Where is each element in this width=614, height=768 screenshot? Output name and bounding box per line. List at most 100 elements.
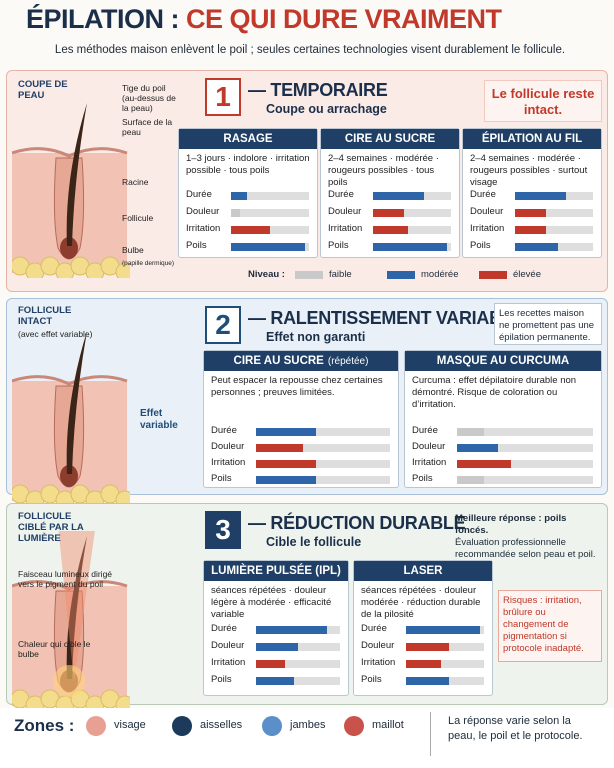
bar	[515, 243, 558, 251]
bar-track	[373, 226, 451, 234]
bar-track	[457, 444, 593, 452]
bar-track	[231, 192, 309, 200]
illustration-shape	[53, 665, 85, 697]
zone-dot	[86, 716, 106, 736]
method-name: CIRE AU SUCRE	[321, 129, 459, 149]
bar	[373, 192, 424, 200]
illustration-shape	[115, 262, 130, 278]
section-note: Les recettes maison ne promettent pas un…	[494, 303, 602, 345]
bar	[256, 476, 317, 484]
bar	[256, 677, 294, 685]
section-note: Meilleure réponse : poils foncés. Évaluat…	[452, 510, 604, 560]
bar-label: Poils	[361, 674, 382, 685]
bar	[406, 660, 442, 668]
method-card: CIRE AU SUCRE 2–4 semaines · modérée · ro…	[320, 128, 460, 258]
bar-label: Durée	[328, 189, 354, 200]
method-card: ÉPILATION AU FIL 2–4 semaines · modérée ·…	[462, 128, 602, 258]
zone-name: visage	[114, 719, 146, 731]
zones-note: La réponse varie selon la peau, le poil …	[448, 715, 583, 742]
method-name-text: LASER	[403, 565, 443, 577]
bar	[256, 643, 298, 651]
method-name-text: LUMIÈRE PULSÉE (IPL)	[211, 565, 341, 577]
bar-track	[457, 476, 593, 484]
zone-dot	[172, 716, 192, 736]
bar	[231, 226, 270, 234]
bar-label: Douleur	[328, 206, 362, 217]
zone-dot	[262, 716, 282, 736]
illustration-shape	[66, 103, 87, 246]
bar-track	[457, 428, 593, 436]
bar	[406, 677, 449, 685]
legend-text: faible	[329, 269, 352, 280]
zone-dot	[344, 716, 364, 736]
illustration-label: Racine	[122, 177, 149, 187]
method-name-text: ÉPILATION AU FIL	[481, 133, 583, 145]
bar-label: Poils	[328, 240, 349, 251]
bar	[256, 428, 317, 436]
method-name: ÉPILATION AU FIL	[463, 129, 601, 149]
bar-track	[457, 460, 593, 468]
bar-label: Durée	[211, 425, 237, 436]
bar-label: Irritation	[186, 223, 221, 234]
bar	[373, 243, 448, 251]
bar-label: Douleur	[211, 640, 245, 651]
illustration-shape	[60, 465, 78, 487]
bar	[515, 192, 566, 200]
legend-swatch	[479, 271, 507, 279]
section-subtitle: Coupe ou arrachage	[266, 102, 387, 116]
bar-label: Durée	[361, 623, 387, 634]
bar-track	[256, 460, 390, 468]
method-card: LASER séances répétées · douleur modérée …	[353, 560, 493, 696]
bar-track	[515, 226, 593, 234]
bar	[373, 226, 409, 234]
bar-label: Poils	[186, 240, 207, 251]
section-number: 2	[205, 306, 241, 344]
bar-track	[256, 476, 390, 484]
method-card: MASQUE AU CURCUMA Curcuma : effet dépilat…	[404, 350, 602, 488]
illustration-shape	[115, 695, 130, 711]
illustration-label: (avec effet variable)	[18, 329, 93, 339]
title: ÉPILATION : CE QUI DURE VRAIMENT	[26, 4, 606, 35]
bar-track	[256, 643, 340, 651]
method-description: 1–3 jours · indolore · irritation possib…	[186, 153, 310, 176]
bar-label: Durée	[470, 189, 496, 200]
bar-label: Poils	[470, 240, 491, 251]
illustration	[12, 103, 130, 278]
note-detail: Évaluation professionnelle recommandée s…	[455, 536, 596, 560]
bar-label: Irritation	[211, 457, 246, 468]
bar	[515, 226, 547, 234]
bar-label: Poils	[211, 473, 232, 484]
bar-track	[406, 660, 484, 668]
bar-label: Irritation	[328, 223, 363, 234]
method-qualifier: (répétée)	[327, 356, 369, 367]
bar	[256, 444, 303, 452]
section-title: — RALENTISSEMENT VARIABLE	[248, 308, 525, 328]
bar	[256, 626, 328, 634]
illustration-label: Chaleur qui cible le bulbe	[18, 639, 91, 659]
method-name-text: MASQUE AU CURCUMA	[436, 355, 570, 367]
note-text: Meilleure réponse : poils foncés.	[455, 513, 567, 536]
method-name: MASQUE AU CURCUMA	[405, 351, 601, 371]
bar-label: Durée	[186, 189, 212, 200]
method-name-text: CIRE AU SUCRE	[233, 355, 324, 367]
illustration-heading: FOLLICULE INTACT	[18, 305, 72, 327]
illustration-label: Bulbe	[122, 245, 144, 255]
bar	[406, 643, 449, 651]
bar	[515, 209, 547, 217]
method-description: Curcuma : effet dépilatoire durable non …	[412, 375, 577, 410]
method-name: RASAGE	[179, 129, 317, 149]
bar	[231, 243, 306, 251]
illustration-heading: COUPE DE PEAU	[18, 79, 68, 101]
bar-track	[373, 209, 451, 217]
note-text: Le follicule reste intact.	[491, 86, 595, 118]
method-name: LASER	[354, 561, 492, 581]
title-main: ÉPILATION :	[26, 4, 180, 34]
illustration-shape	[66, 536, 87, 679]
illustration-shape	[12, 580, 128, 591]
bar-track	[256, 660, 340, 668]
bar	[231, 192, 247, 200]
method-description: 2–4 semaines · modérée · rougeurs possib…	[470, 153, 588, 188]
bar-label: Durée	[211, 623, 237, 634]
bar-track	[256, 677, 340, 685]
